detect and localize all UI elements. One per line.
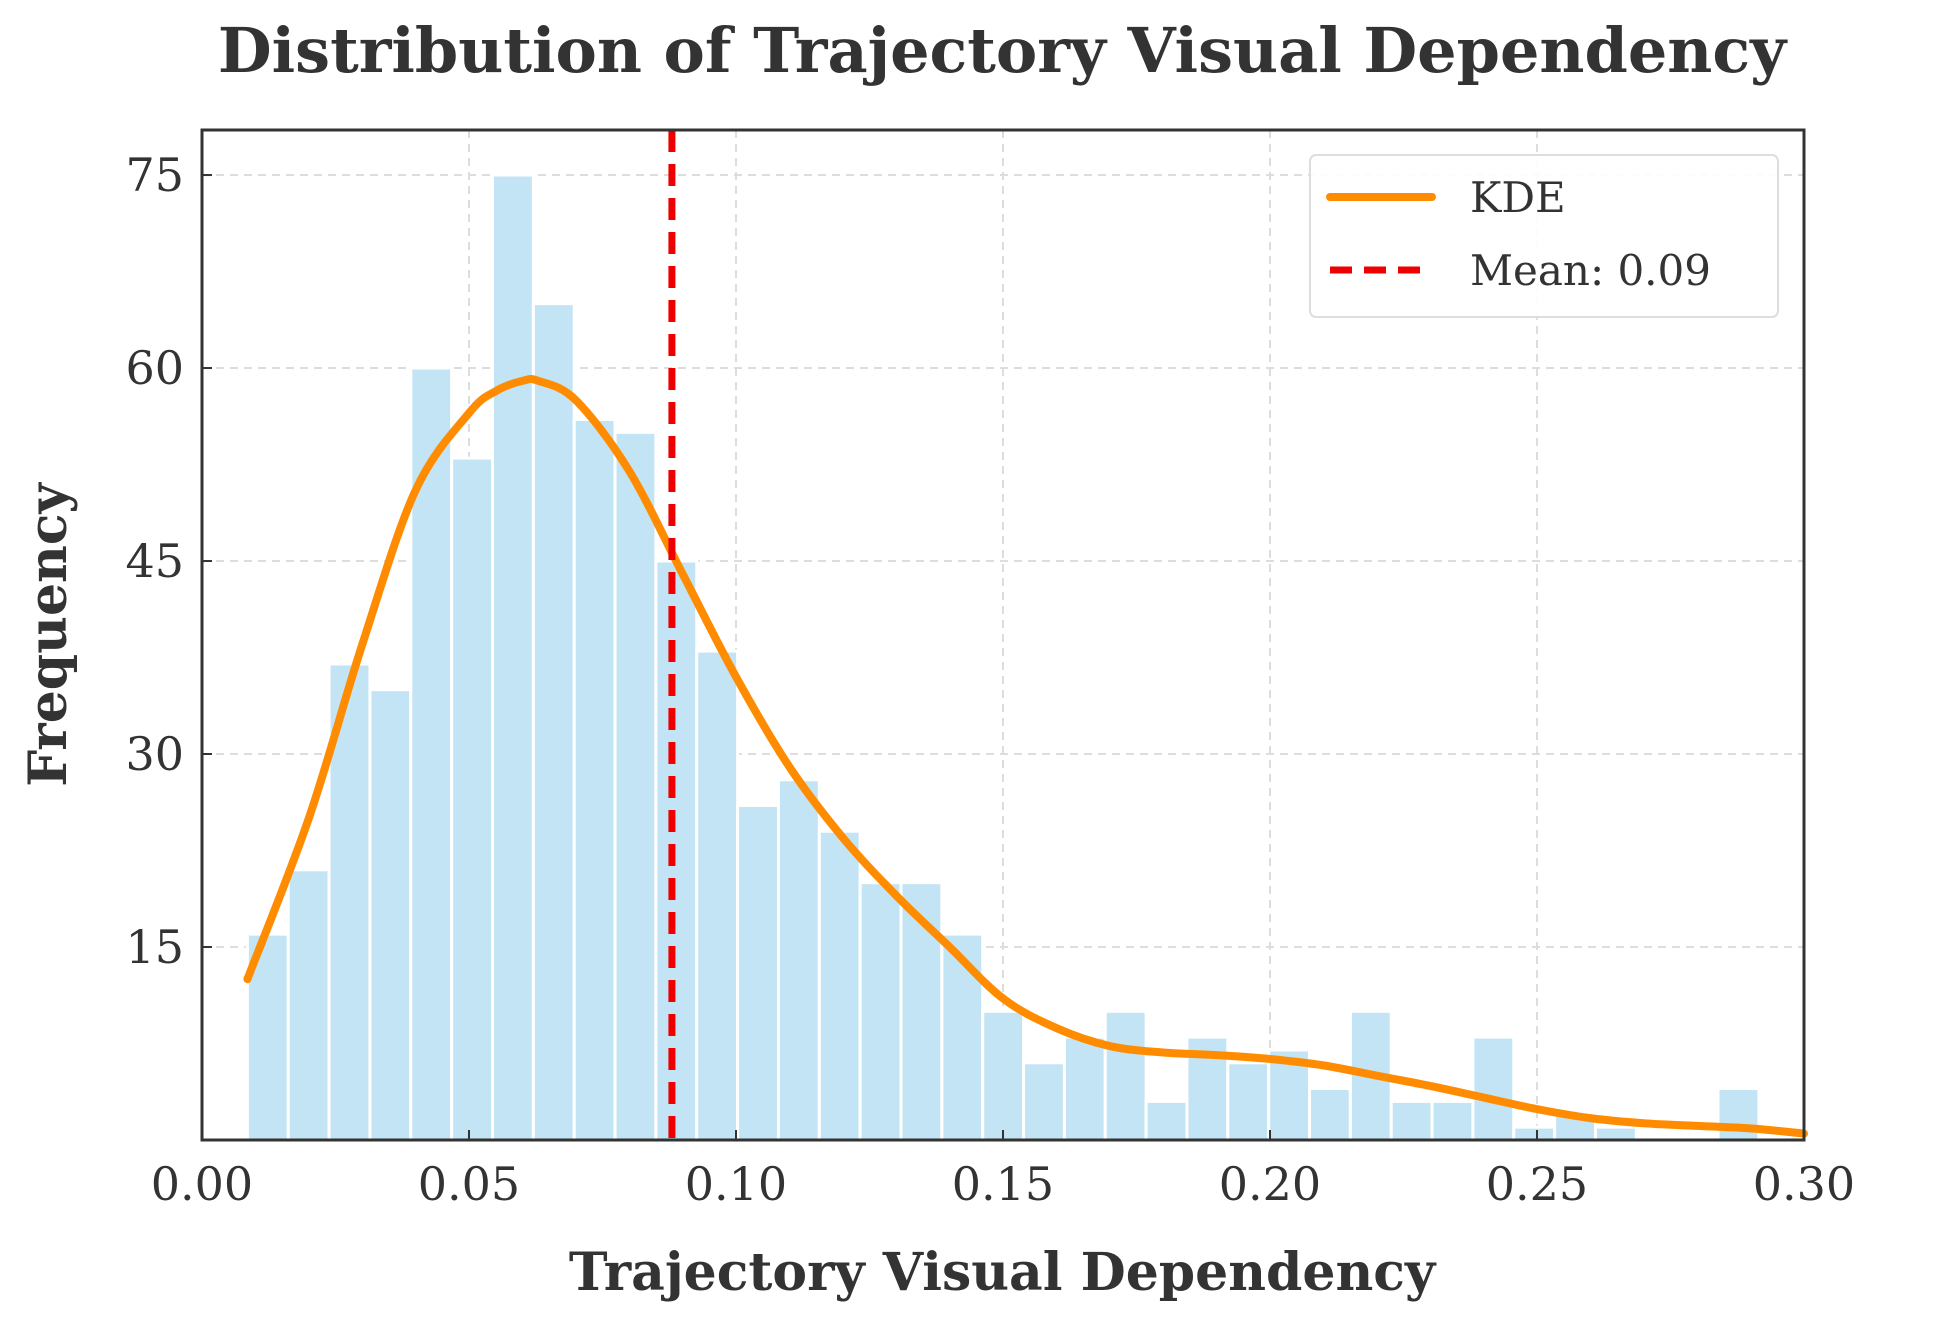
y-tick-label: 45 bbox=[125, 534, 184, 588]
legend-mean-label: Mean: 0.09 bbox=[1470, 246, 1711, 295]
histogram-bar bbox=[450, 456, 494, 1142]
histogram-bar bbox=[1062, 1035, 1107, 1142]
histogram-bar bbox=[613, 430, 658, 1142]
x-axis-label: Trajectory Visual Dependency bbox=[569, 1242, 1437, 1303]
histogram-bar bbox=[736, 803, 780, 1142]
y-tick-label: 75 bbox=[125, 148, 184, 202]
histogram-bar bbox=[1022, 1061, 1066, 1142]
histogram-bar bbox=[858, 881, 903, 1142]
legend-kde-label: KDE bbox=[1470, 173, 1566, 222]
x-tick-label: 0.20 bbox=[1219, 1157, 1321, 1211]
histogram-bar bbox=[572, 417, 617, 1142]
x-tick-label: 0.30 bbox=[1753, 1157, 1855, 1211]
x-axis-ticks: 0.00 0.05 0.10 0.15 0.20 0.25 0.30 bbox=[151, 1130, 1855, 1211]
histogram-bar bbox=[1308, 1087, 1352, 1142]
histogram-bar bbox=[654, 559, 699, 1142]
histogram-bar bbox=[490, 173, 535, 1142]
histogram-bar bbox=[1144, 1099, 1189, 1142]
kde-line bbox=[243, 375, 1808, 1138]
y-axis-ticks: 15 30 45 60 75 bbox=[125, 148, 212, 974]
y-tick-label: 15 bbox=[125, 920, 184, 974]
x-tick-label: 0.25 bbox=[1486, 1157, 1588, 1211]
histogram-bar bbox=[409, 366, 454, 1142]
histogram-bar bbox=[1471, 1035, 1516, 1142]
y-tick-label: 60 bbox=[125, 341, 184, 395]
histogram-bar bbox=[286, 868, 331, 1142]
x-tick-label: 0.15 bbox=[952, 1157, 1054, 1211]
x-tick-label: 0.05 bbox=[418, 1157, 520, 1211]
legend: KDE Mean: 0.09 bbox=[1309, 154, 1779, 318]
histogram-bar bbox=[981, 1009, 1026, 1142]
y-tick-label: 30 bbox=[125, 727, 184, 781]
histogram-bar bbox=[1103, 1009, 1148, 1142]
x-tick-label: 0.00 bbox=[151, 1157, 253, 1211]
x-tick-label: 0.10 bbox=[685, 1157, 787, 1211]
histogram-bar bbox=[1389, 1099, 1434, 1142]
histogram-bar bbox=[776, 778, 821, 1142]
histogram-bar bbox=[1430, 1099, 1475, 1142]
histogram-bar bbox=[1226, 1061, 1271, 1142]
histogram-bar bbox=[695, 649, 740, 1142]
histogram-bar bbox=[817, 829, 862, 1142]
histogram-bar bbox=[531, 302, 576, 1142]
chart-title: Distribution of Trajectory Visual Depend… bbox=[218, 14, 1788, 87]
histogram-bar bbox=[1512, 1125, 1557, 1142]
histogram-bar bbox=[1593, 1125, 1638, 1142]
y-axis-label: Frequency bbox=[18, 482, 79, 787]
kde-layer bbox=[243, 375, 1808, 1138]
histogram-bar bbox=[368, 688, 413, 1142]
